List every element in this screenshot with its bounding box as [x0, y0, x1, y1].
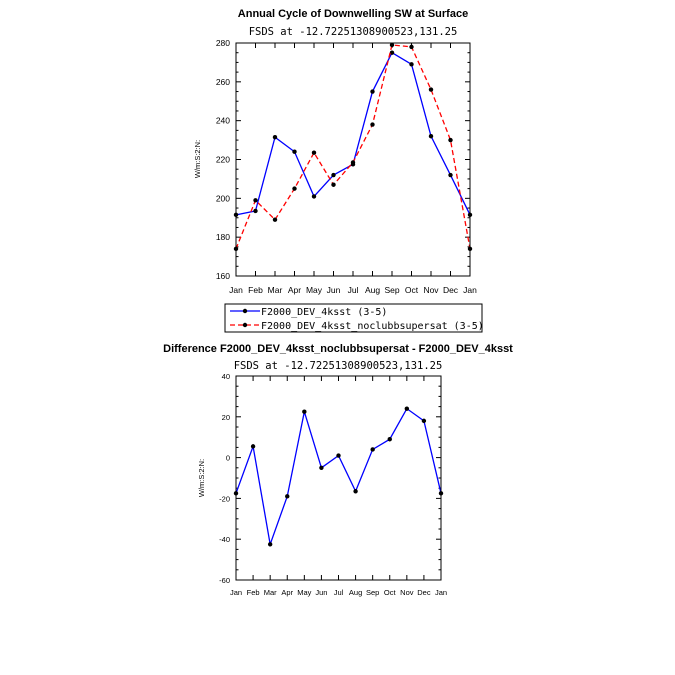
chart-1-legend: F2000_DEV_4ksst (3-5) F2000_DEV_4ksst_no…	[224, 303, 484, 333]
chart-1-xtick-label: Jan	[463, 285, 477, 295]
chart-1-series-1-line	[235, 51, 471, 216]
chart-2-subtitle: FSDS at -12.72251308900523,131.25	[234, 360, 443, 372]
panel-annual-cycle: Annual Cycle of Downwelling SW at Surfac…	[193, 8, 477, 295]
chart-1-xtick-label: Jul	[348, 285, 359, 295]
chart-1-series-2-point	[311, 150, 317, 155]
chart-2-xtick-label: Jan	[230, 588, 242, 597]
chart-1-series-2-point	[448, 137, 453, 143]
chart-1-series-1-point	[370, 89, 375, 94]
chart-1-ytick-label: 200	[216, 193, 230, 203]
chart-2-xtick-label: Feb	[247, 588, 260, 597]
chart-2-ytick-label: 40	[222, 372, 230, 381]
chart-1-series-1-point	[409, 62, 414, 67]
chart-1-ytick-label: 180	[216, 232, 230, 242]
chart-2-series-1-point	[370, 447, 375, 452]
chart-2-series-1-point	[404, 406, 410, 411]
chart-2-series-1-point	[353, 489, 358, 494]
chart-2-series-1-point	[319, 465, 324, 470]
chart-1-series-1-point	[292, 149, 297, 154]
chart-2-xtick-label: Dec	[417, 588, 431, 597]
chart-1-series-1-point	[331, 172, 336, 178]
chart-2-ytick-label: 0	[226, 454, 230, 463]
chart-2-ytick-label: 20	[222, 413, 230, 422]
chart-1-ytick-label: 160	[216, 271, 230, 281]
chart-2-xtick-label: Mar	[264, 588, 277, 597]
chart-2-series-1-point	[267, 542, 273, 547]
chart-1-series-2-point	[409, 44, 414, 50]
chart-2-series-1-point	[285, 494, 290, 499]
chart-1-xtick-label: Oct	[405, 285, 419, 295]
chart-2-xtick-label: Nov	[400, 588, 414, 597]
chart-2-ytick-label: -60	[219, 576, 230, 585]
chart-1-xtick-label: Aug	[365, 285, 380, 295]
chart-1-ytick-label: 280	[216, 38, 230, 48]
chart-1-plot-frame	[235, 42, 471, 277]
chart-1-ytick-label: 260	[216, 77, 230, 87]
chart-1-series-2-point	[389, 42, 395, 48]
chart-1-series-1-point	[448, 172, 453, 178]
chart-1-xtick-label: Apr	[288, 285, 301, 295]
chart-1-series-2-point	[331, 182, 336, 187]
chart-2-xtick-label: Jan	[435, 588, 447, 597]
chart-1-series-2-point	[253, 198, 258, 203]
chart-2-series-1-point	[387, 437, 392, 442]
chart-1-xtick-label: Mar	[268, 285, 283, 295]
legend-box	[224, 303, 483, 333]
chart-1-ytick-label: 220	[216, 155, 230, 165]
chart-2-series-1-point	[421, 418, 427, 424]
chart-2-plot-frame	[235, 375, 442, 581]
chart-2-xtick-label: Aug	[349, 588, 362, 597]
chart-1-series-1-point	[428, 134, 434, 139]
chart-1-series-2-point	[350, 160, 356, 165]
chart-1-xtick-label: Jan	[229, 285, 243, 295]
chart-1-series-2-line	[235, 44, 471, 250]
chart-1-xtick-label: Sep	[384, 285, 399, 295]
chart-2-xtick-label: Apr	[281, 588, 293, 597]
chart-2-title: Difference F2000_DEV_4ksst_noclubbsupers…	[163, 343, 513, 355]
chart-2-xtick-label: Oct	[384, 588, 397, 597]
chart-1-title: Annual Cycle of Downwelling SW at Surfac…	[238, 8, 468, 20]
chart-1-xtick-label: Dec	[443, 285, 459, 295]
chart-1-ytick-label: 240	[216, 116, 230, 126]
chart-2-series-1-line	[235, 407, 442, 547]
chart-1-series-2-point	[370, 122, 375, 127]
chart-1-series-1-point	[311, 194, 317, 199]
chart-2-ytick-label: -20	[219, 494, 230, 503]
chart-1-series-1-point	[253, 208, 258, 214]
chart-2-xtick-label: May	[297, 588, 311, 597]
chart-1-xtick-label: Nov	[423, 285, 439, 295]
chart-1-subtitle: FSDS at -12.72251308900523,131.25	[249, 26, 458, 38]
chart-1-series-2-point	[428, 87, 434, 92]
legend-marker-series-1	[242, 308, 248, 314]
chart-2-xtick-label: Jun	[315, 588, 327, 597]
chart-2-series-1-point	[302, 409, 307, 414]
legend-marker-series-2	[242, 322, 248, 328]
legend-label-series-2: F2000_DEV_4ksst_noclubbsupersat (3-5)	[261, 321, 484, 332]
panel-difference: Difference F2000_DEV_4ksst_noclubbsupers…	[163, 343, 513, 597]
chart-1-ylabel: W/m:S:2:N:	[193, 140, 202, 178]
chart-2-ytick-label: -40	[219, 535, 230, 544]
chart-1-series-1-point	[389, 50, 395, 55]
chart-2-ylabel: W/m:S:2:N:	[197, 459, 206, 497]
chart-2-series-1-point	[250, 444, 256, 449]
chart-1-series-2-point	[272, 217, 278, 222]
chart-2-xtick-label: Sep	[366, 588, 379, 597]
legend-label-series-1: F2000_DEV_4ksst (3-5)	[261, 307, 387, 318]
chart-1-xtick-label: Jun	[327, 285, 341, 295]
chart-1-xtick-label: Feb	[248, 285, 263, 295]
chart-1-series-1-point	[272, 134, 278, 140]
chart-1-series-2-point	[292, 186, 297, 191]
chart-1-xtick-label: May	[306, 285, 323, 295]
chart-2-series-1-point	[336, 453, 341, 458]
chart-2-xtick-label: Jul	[334, 588, 344, 597]
